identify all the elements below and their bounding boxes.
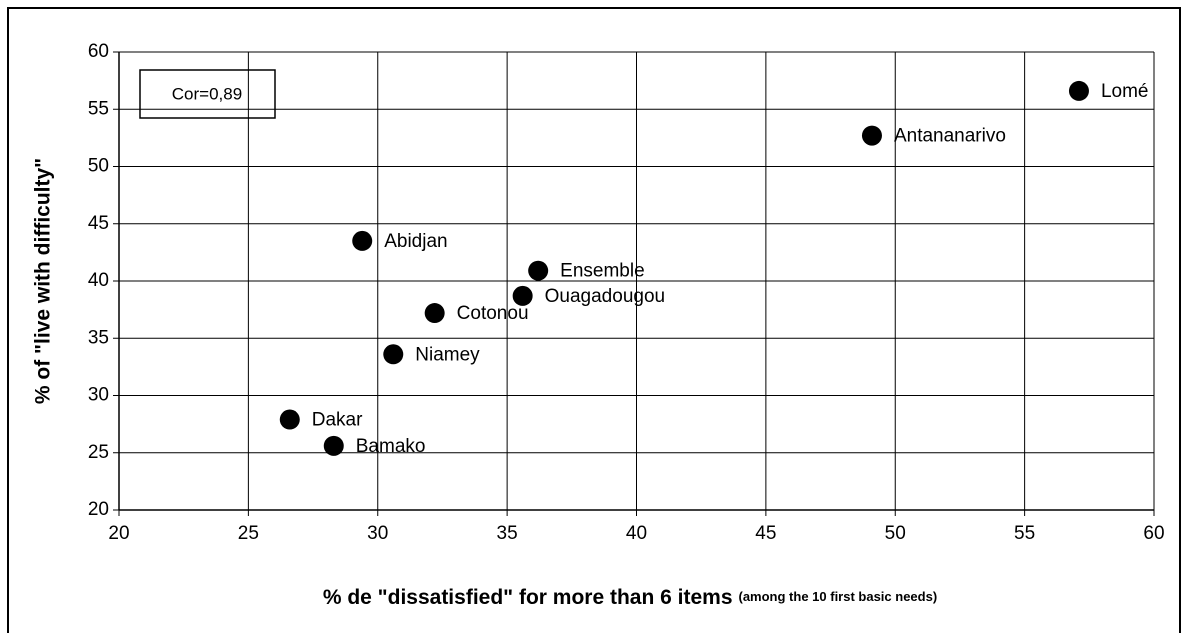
- point: [861, 125, 882, 146]
- y-tick-label: 25: [88, 442, 109, 463]
- point-label: Bamako: [356, 436, 426, 457]
- y-axis-label: % of "live with difficulty": [32, 158, 55, 404]
- point: [323, 435, 344, 456]
- x-axis-note: (among the 10 first basic needs): [739, 589, 938, 604]
- y-tick-label: 35: [88, 327, 109, 348]
- y-tick-label: 40: [88, 270, 109, 291]
- y-tick-label: 30: [88, 385, 109, 406]
- x-tick-label: 20: [108, 523, 129, 544]
- y-tick-label: 45: [88, 213, 109, 234]
- point: [383, 344, 404, 365]
- point-label: Niamey: [415, 344, 480, 365]
- point: [352, 230, 373, 251]
- chart-border: [7, 7, 1181, 633]
- point: [424, 303, 445, 324]
- point-label: Lomé: [1101, 81, 1149, 102]
- point-label: Ouagadougou: [545, 286, 665, 307]
- point-label: Abidjan: [384, 231, 447, 252]
- x-tick-label: 50: [885, 523, 906, 544]
- point-label: Dakar: [312, 410, 363, 431]
- point: [1068, 80, 1089, 101]
- y-tick-label: 20: [88, 499, 109, 520]
- point: [512, 285, 533, 306]
- point: [279, 409, 300, 430]
- x-tick-label: 45: [755, 523, 776, 544]
- annotation: Cor=0,89: [172, 84, 242, 103]
- point: [528, 260, 549, 281]
- x-tick-label: 30: [367, 523, 388, 544]
- x-tick-label: 60: [1143, 523, 1164, 544]
- x-axis-label: % de "dissatisfied" for more than 6 item…: [323, 586, 937, 609]
- x-tick-label: 55: [1014, 523, 1035, 544]
- y-tick-label: 60: [88, 41, 109, 62]
- x-axis-title: % de "dissatisfied" for more than 6 item…: [323, 586, 733, 609]
- annotation-box: [139, 69, 276, 119]
- x-tick-label: 25: [238, 523, 259, 544]
- x-tick-label: 35: [497, 523, 518, 544]
- y-tick-label: 50: [88, 156, 109, 177]
- point-label: Antananarivo: [894, 126, 1006, 147]
- x-tick-label: 40: [626, 523, 647, 544]
- y-tick-label: 55: [88, 98, 109, 119]
- point-label: Cotonou: [457, 303, 529, 324]
- point-label: Ensemble: [560, 261, 645, 282]
